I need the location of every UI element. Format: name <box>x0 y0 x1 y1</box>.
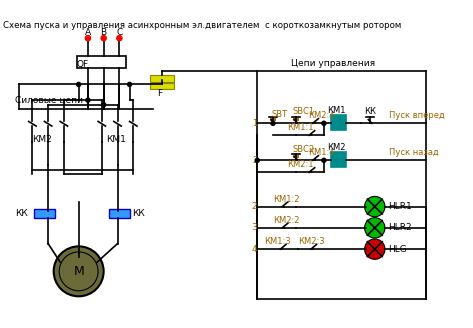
Circle shape <box>255 158 259 162</box>
Text: Силовые цепи: Силовые цепи <box>15 96 83 105</box>
Text: HLR1: HLR1 <box>388 202 412 211</box>
Bar <box>270 118 276 121</box>
Text: КК: КК <box>15 210 27 218</box>
Text: КМ1:1: КМ1:1 <box>287 123 314 133</box>
Bar <box>150 83 174 89</box>
Bar <box>293 155 299 158</box>
Text: Пуск вперед: Пуск вперед <box>389 112 445 120</box>
Text: КМ2:2: КМ2:2 <box>273 216 299 225</box>
Text: SBC2: SBC2 <box>292 145 315 154</box>
Text: F: F <box>158 89 163 98</box>
Text: КМ2:3: КМ2:3 <box>298 237 324 246</box>
Text: 3: 3 <box>252 223 257 232</box>
Bar <box>293 118 299 121</box>
Circle shape <box>102 103 105 107</box>
Bar <box>331 152 346 167</box>
Text: A: A <box>85 28 91 37</box>
Text: КМ1: КМ1 <box>328 106 346 115</box>
Text: 4: 4 <box>252 245 257 254</box>
Text: КМ1:4: КМ1:4 <box>308 148 335 157</box>
Circle shape <box>365 218 385 238</box>
Text: М: М <box>73 265 84 278</box>
Text: 2: 2 <box>252 156 257 165</box>
Text: КМ1: КМ1 <box>106 135 126 144</box>
Text: QF: QF <box>77 60 89 69</box>
Circle shape <box>53 246 104 296</box>
Text: Цепи управления: Цепи управления <box>291 59 375 68</box>
Circle shape <box>128 82 131 87</box>
Circle shape <box>117 35 122 41</box>
Circle shape <box>86 98 90 102</box>
Text: КМ2: КМ2 <box>328 143 346 152</box>
Circle shape <box>101 35 106 41</box>
Bar <box>331 115 346 130</box>
Text: Схема пуска и управления асинхронным эл.двигателем  с короткозамкнутым ротором: Схема пуска и управления асинхронным эл.… <box>3 22 401 31</box>
Text: КМ2: КМ2 <box>32 135 52 144</box>
Circle shape <box>365 239 385 259</box>
Text: SBT: SBT <box>271 110 287 118</box>
Text: КМ2:4: КМ2:4 <box>308 112 335 120</box>
Text: 1: 1 <box>252 119 257 128</box>
Text: КМ1:3: КМ1:3 <box>264 237 290 246</box>
Circle shape <box>271 121 275 125</box>
Text: B: B <box>101 28 107 37</box>
Text: КК: КК <box>132 210 145 218</box>
Bar <box>77 56 126 68</box>
Text: Пуск назад: Пуск назад <box>389 148 438 157</box>
Text: C: C <box>116 28 123 37</box>
Circle shape <box>322 121 326 125</box>
Circle shape <box>322 158 326 162</box>
Text: КК: КК <box>364 107 376 116</box>
Text: HLG: HLG <box>388 245 406 254</box>
Text: SBC1: SBC1 <box>292 107 315 116</box>
Bar <box>150 75 174 82</box>
Text: КМ1:2: КМ1:2 <box>273 195 299 204</box>
Text: 2: 2 <box>252 202 257 211</box>
Text: HLR2: HLR2 <box>388 223 412 232</box>
Bar <box>34 209 54 218</box>
Bar <box>109 209 130 218</box>
Text: КМ2:1: КМ2:1 <box>287 160 314 170</box>
Circle shape <box>77 82 81 87</box>
Circle shape <box>85 35 90 41</box>
Circle shape <box>365 196 385 217</box>
